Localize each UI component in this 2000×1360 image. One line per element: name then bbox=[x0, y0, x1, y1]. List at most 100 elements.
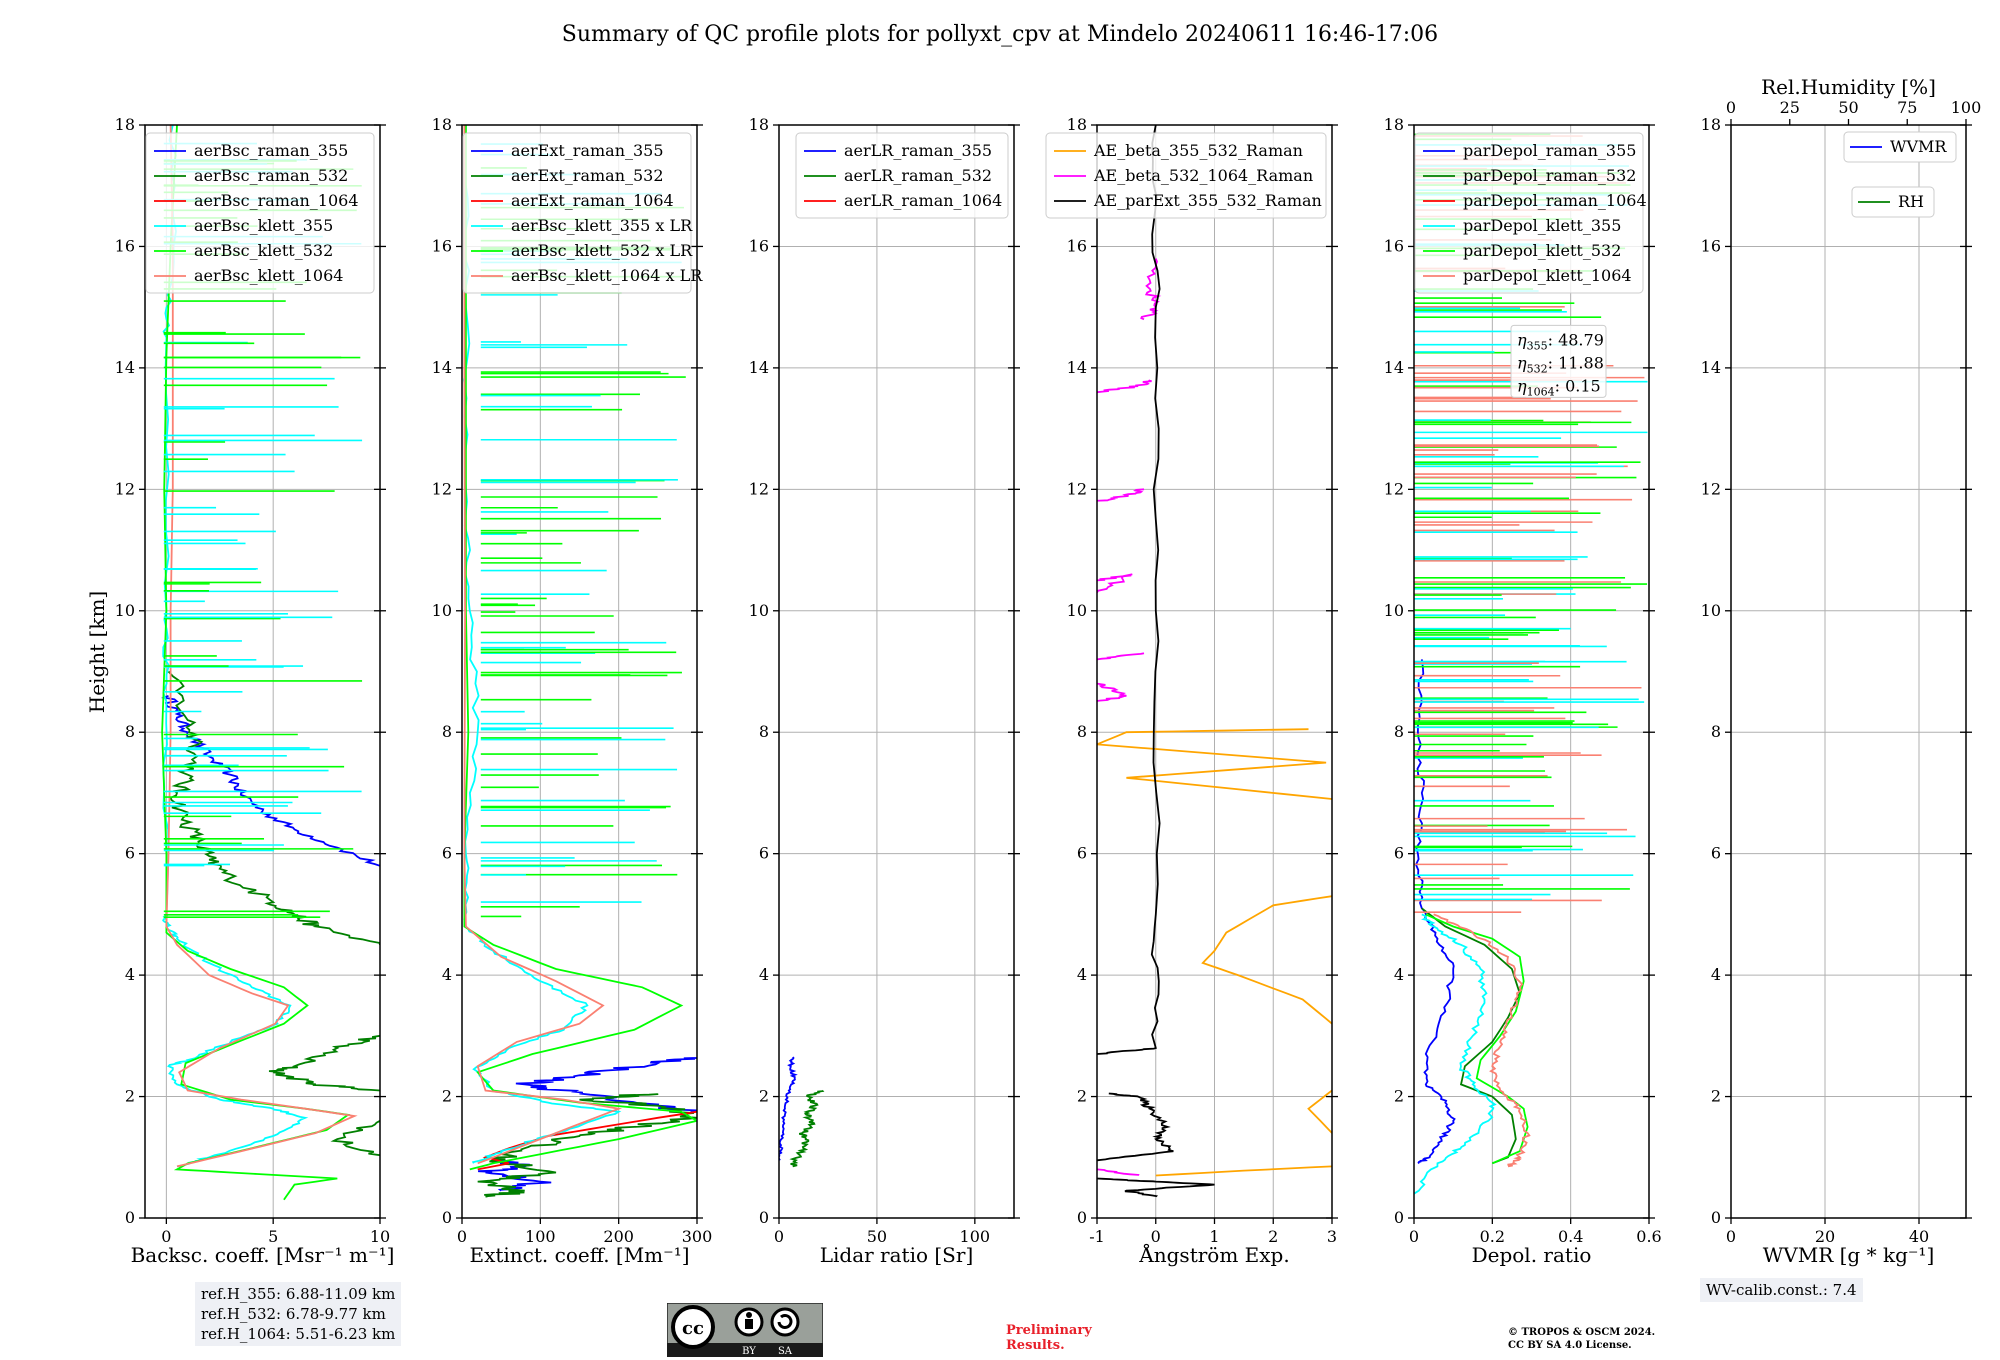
ref-height-1064: ref.H_1064: 5.51-6.23 km bbox=[201, 1325, 396, 1343]
panel-2: 0 100 200 300 0 2 4 6 8 10 12 14 16 18 Extinct. coeff.… bbox=[432, 115, 713, 1267]
y-tick-label: 16 bbox=[1384, 236, 1404, 255]
y-tick-label: 18 bbox=[432, 115, 452, 134]
y-tick-label: 14 bbox=[1701, 358, 1721, 377]
y-tick-label: 4 bbox=[125, 965, 135, 984]
eta-box bbox=[1510, 324, 1607, 398]
series-line-4 bbox=[462, 125, 622, 1164]
y-tick-label: 18 bbox=[1384, 115, 1404, 134]
series-line-2 bbox=[1421, 907, 1521, 1165]
y-tick-label: 10 bbox=[1067, 601, 1087, 620]
y-axis-label: Height [km] bbox=[85, 591, 109, 713]
y-tick-label: 16 bbox=[1701, 236, 1721, 255]
y-tick-label: 10 bbox=[1701, 601, 1721, 620]
x-tick-label: -1 bbox=[1089, 1227, 1105, 1246]
series-line-2 bbox=[268, 1034, 380, 1092]
y-tick-label: 14 bbox=[749, 358, 769, 377]
x-tick-label: 0 bbox=[1409, 1227, 1419, 1246]
y-tick-label: 6 bbox=[1077, 844, 1087, 863]
eta-label: η355: 48.79 bbox=[1517, 330, 1604, 352]
x-tick-label: 100 bbox=[960, 1227, 991, 1246]
axes-frame bbox=[778, 124, 1015, 1219]
axes-frame bbox=[144, 124, 381, 1219]
series-line-2 bbox=[1097, 488, 1145, 502]
series-line-6 bbox=[463, 125, 623, 1165]
y-tick-label: 2 bbox=[1077, 1087, 1087, 1106]
legend-label: aerBsc_klett_532 x LR bbox=[511, 241, 693, 260]
legend-label: aerBsc_klett_1064 bbox=[194, 266, 343, 285]
x-tick-label: 3 bbox=[1327, 1227, 1337, 1246]
x-axis-label: Depol. ratio bbox=[1472, 1243, 1592, 1267]
series-line-3 bbox=[1097, 1177, 1215, 1198]
x-axis-label: Ångström Exp. bbox=[1138, 1242, 1289, 1267]
legend-label: aerBsc_raman_532 bbox=[194, 166, 348, 185]
axes-frame bbox=[461, 124, 698, 1219]
series-group bbox=[1097, 125, 1332, 1198]
wv-calib-const: WV-calib.const.: 7.4 bbox=[1706, 1281, 1857, 1299]
series-line-1 bbox=[1155, 1165, 1332, 1177]
series-line-1 bbox=[1097, 728, 1332, 800]
x-tick-label: 20 bbox=[1815, 1227, 1835, 1246]
y-tick-label: 16 bbox=[1067, 236, 1087, 255]
y-tick-label: 12 bbox=[115, 479, 135, 498]
legend-label: aerBsc_klett_355 x LR bbox=[511, 216, 693, 235]
legend-label: aerLR_raman_355 bbox=[844, 141, 992, 160]
series-line-2 bbox=[330, 1120, 380, 1158]
legend-label: parDepol_klett_1064 bbox=[1463, 266, 1632, 285]
series-line-6 bbox=[1433, 913, 1531, 1168]
x-tick-label: 1 bbox=[1209, 1227, 1219, 1246]
svg-text:SA: SA bbox=[778, 1346, 793, 1357]
y-tick-label: 10 bbox=[432, 601, 452, 620]
y-tick-label: 14 bbox=[1067, 358, 1087, 377]
y-tick-label: 0 bbox=[125, 1208, 135, 1227]
y-tick-label: 6 bbox=[442, 844, 452, 863]
y-tick-label: 10 bbox=[1384, 601, 1404, 620]
y-tick-label: 0 bbox=[442, 1208, 452, 1227]
axes-frame bbox=[1413, 124, 1650, 1219]
x2-tick-label: 50 bbox=[1838, 98, 1858, 117]
y-tick-label: 0 bbox=[1077, 1208, 1087, 1227]
x2-tick-label: 0 bbox=[1726, 98, 1736, 117]
legend-label: aerLR_raman_1064 bbox=[844, 191, 1002, 210]
legend-label: aerExt_raman_355 bbox=[511, 141, 664, 160]
legend-label: aerBsc_klett_532 bbox=[194, 241, 333, 260]
y-tick-label: 6 bbox=[759, 844, 769, 863]
y-tick-label: 8 bbox=[1077, 722, 1087, 741]
legend-label: WVMR bbox=[1890, 137, 1947, 156]
y-tick-label: 8 bbox=[1711, 722, 1721, 741]
x-axis-label: Extinct. coeff. [Mm⁻¹] bbox=[469, 1243, 689, 1267]
x-tick-label: 0 bbox=[1726, 1227, 1736, 1246]
series-line-5 bbox=[1425, 913, 1529, 1165]
y-tick-label: 16 bbox=[115, 236, 135, 255]
panel-6: 0 20 40 0 2 4 6 8 10 12 14 16 18 WVMR [g * kg⁻¹] 0 25 50… bbox=[1701, 75, 1982, 1267]
y-tick-label: 6 bbox=[1711, 844, 1721, 863]
legend-box bbox=[145, 132, 375, 294]
y-tick-label: 16 bbox=[749, 236, 769, 255]
y-tick-label: 2 bbox=[1711, 1087, 1721, 1106]
copyright-line-1: © TROPOS & OSCM 2024. bbox=[1508, 1327, 1656, 1338]
legend-label: AE_beta_532_1064_Raman bbox=[1093, 166, 1313, 185]
y-tick-label: 0 bbox=[1711, 1208, 1721, 1227]
x-tick-label: 200 bbox=[603, 1227, 634, 1246]
series-line-5 bbox=[161, 125, 351, 1201]
y-tick-label: 6 bbox=[1394, 844, 1404, 863]
series-line-1 bbox=[779, 1056, 798, 1161]
preliminary-note: Preliminary Results. bbox=[1006, 1323, 1092, 1353]
y-tick-label: 10 bbox=[749, 601, 769, 620]
y-tick-label: 0 bbox=[759, 1208, 769, 1227]
y-tick-label: 8 bbox=[442, 722, 452, 741]
series-line-1 bbox=[515, 1057, 697, 1113]
legend-label: aerBsc_klett_355 bbox=[194, 216, 333, 235]
y-tick-label: 18 bbox=[1701, 115, 1721, 134]
x-tick-label: 5 bbox=[268, 1227, 278, 1246]
y-tick-label: 10 bbox=[115, 601, 135, 620]
x-tick-label: 0 bbox=[1151, 1227, 1161, 1246]
legend-box bbox=[1045, 132, 1327, 219]
cc-by-sa-logo: cc BY SA bbox=[667, 1303, 823, 1357]
x2-axis-label: Rel.Humidity [%] bbox=[1761, 75, 1936, 99]
series-line-2 bbox=[477, 1093, 697, 1198]
x-tick-label: 50 bbox=[867, 1227, 887, 1246]
x-tick-label: 40 bbox=[1909, 1227, 1929, 1246]
series-line-2 bbox=[167, 670, 380, 946]
legend-label: parDepol_raman_1064 bbox=[1463, 191, 1647, 210]
